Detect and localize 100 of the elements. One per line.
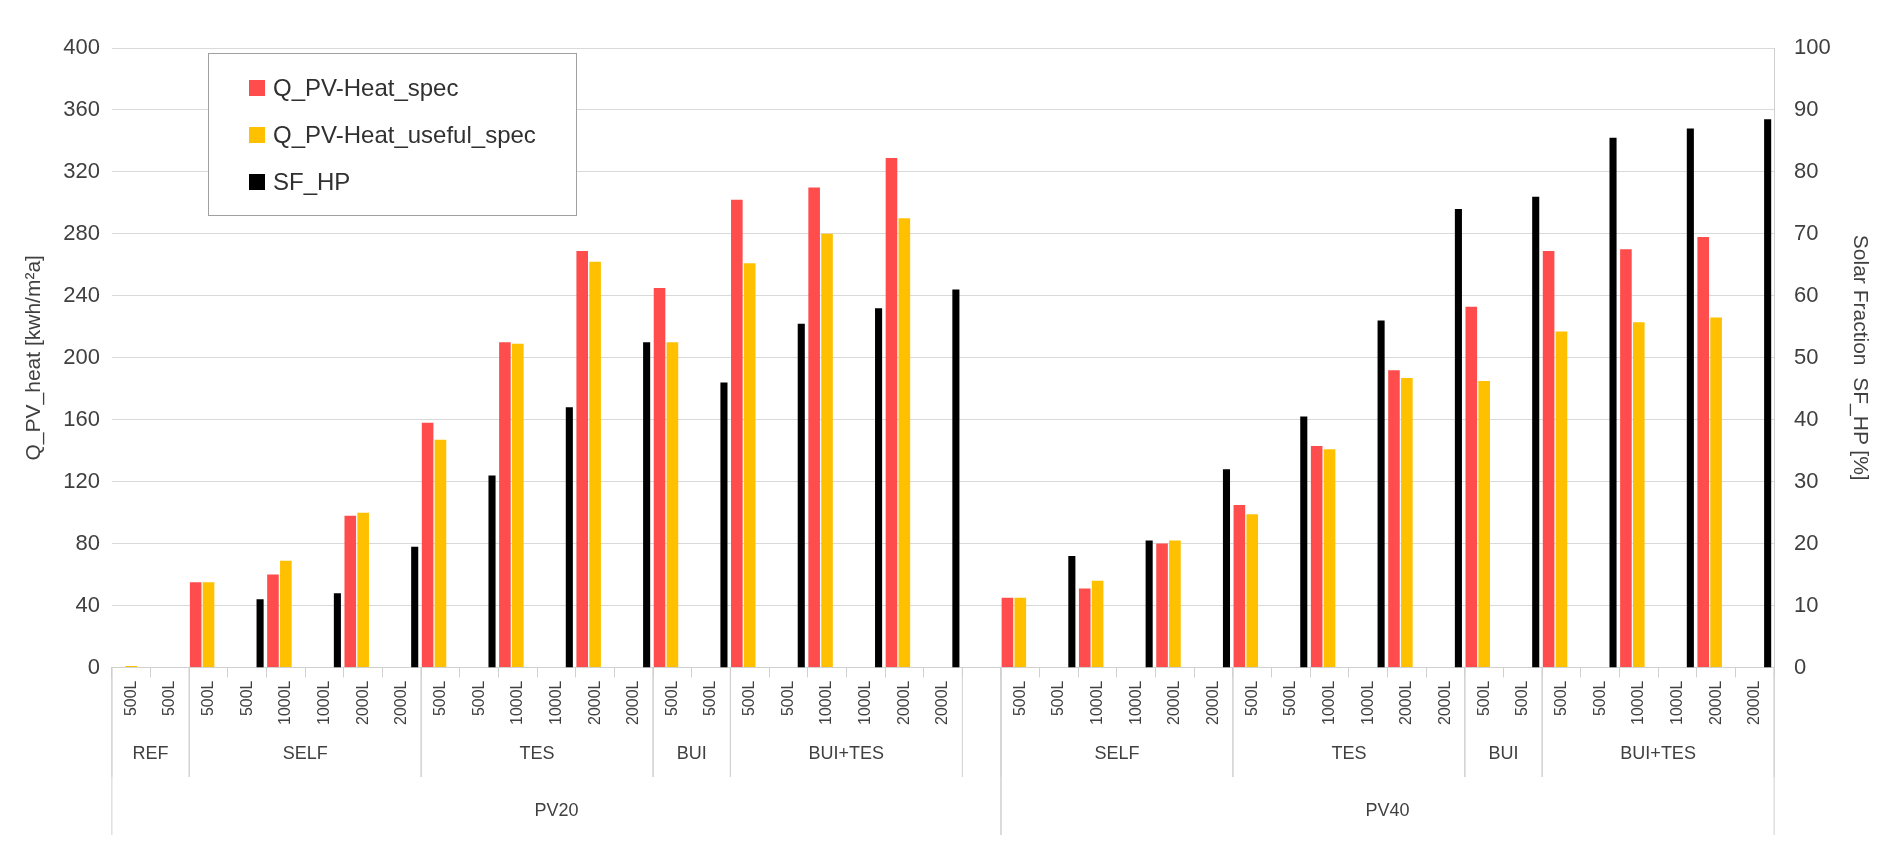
- bar: [1609, 137, 1617, 668]
- y2-tick-label: 90: [1794, 96, 1819, 122]
- x-tick-label: 2000L: [933, 680, 951, 726]
- text: TES: [1331, 742, 1367, 763]
- bar: [1388, 370, 1400, 668]
- bar: [1697, 236, 1710, 668]
- x-tick-label: 1000L: [1126, 680, 1144, 726]
- text: BUI: [676, 742, 707, 763]
- x-tick-label: 500L: [1281, 680, 1299, 717]
- x-tick-label: 500L: [1513, 680, 1531, 717]
- y-tick-label: 320: [63, 157, 100, 183]
- x-tick-label: 2000L: [353, 680, 371, 726]
- bar: [1323, 449, 1336, 668]
- bar: [797, 323, 805, 668]
- text: PV20: [534, 799, 579, 820]
- y2-tick-label: 100: [1794, 34, 1831, 60]
- bar: [267, 574, 279, 668]
- bar: [576, 250, 589, 668]
- x-tick-label: 500L: [740, 680, 758, 717]
- x-tick-label: 500L: [160, 680, 178, 717]
- text: REF: [132, 742, 169, 763]
- x-tick-label: 500L: [121, 680, 139, 717]
- bar: [1555, 331, 1568, 668]
- y2-tick-label: 30: [1794, 467, 1819, 493]
- x-tick-label: 500L: [198, 680, 216, 717]
- legend-label: Q_PV-Heat_spec: [273, 73, 459, 103]
- bar: [511, 343, 524, 668]
- bar: [1633, 322, 1645, 668]
- x-tick-label: 500L: [1474, 680, 1492, 717]
- x-tick-label: 2000L: [1435, 680, 1453, 726]
- y-tick-label: 0: [87, 653, 100, 679]
- bar: [565, 407, 573, 668]
- x-tick-label: 1000L: [508, 680, 526, 726]
- x-tick-label: 1000L: [1667, 680, 1685, 726]
- text: TES: [519, 742, 555, 763]
- y2-tick-label: 80: [1794, 157, 1819, 183]
- y2-tick-label: 40: [1794, 405, 1819, 431]
- x-tick-label: 500L: [237, 680, 255, 717]
- y-tick-label: 280: [63, 219, 100, 245]
- bar: [1233, 504, 1246, 668]
- bar: [202, 582, 215, 668]
- text: SELF: [1094, 742, 1140, 763]
- x-tick-label: 500L: [469, 680, 487, 717]
- bar: [1710, 317, 1722, 668]
- bar: [357, 512, 369, 668]
- bar: [1764, 119, 1772, 668]
- bar: [1169, 540, 1181, 668]
- y-tick-label: 200: [63, 343, 100, 369]
- bar: [666, 342, 679, 668]
- text: SELF: [282, 742, 328, 763]
- bar: [720, 382, 728, 668]
- bar: [499, 342, 511, 668]
- x-tick-label: 500L: [1242, 680, 1260, 717]
- y2-tick-label: 0: [1794, 653, 1807, 679]
- bar: [1454, 209, 1462, 668]
- bar: [731, 199, 743, 668]
- x-tick-label: 2000L: [392, 680, 410, 726]
- y-tick-label: 240: [63, 281, 100, 307]
- legend-label: SF_HP: [273, 167, 351, 197]
- y-tick-label: 40: [75, 591, 100, 617]
- text: PV40: [1365, 799, 1410, 820]
- bar: [344, 515, 357, 668]
- x-tick-label: 2000L: [585, 680, 603, 726]
- bar: [1091, 580, 1104, 668]
- y-tick-label: 80: [75, 529, 100, 555]
- bar: [898, 218, 911, 668]
- bar: [952, 289, 960, 668]
- bar: [488, 475, 496, 668]
- bar: [434, 439, 447, 668]
- x-tick-label: 1000L: [1358, 680, 1376, 726]
- x-tick-label: 500L: [778, 680, 796, 717]
- x-tick-label: 2000L: [894, 680, 912, 726]
- x-tick-label: 1000L: [314, 680, 332, 726]
- x-tick-label: 500L: [430, 680, 448, 717]
- x-tick-label: 1000L: [1629, 680, 1647, 726]
- x-tick-label: 2000L: [1165, 680, 1183, 726]
- x-tick-label: 1000L: [817, 680, 835, 726]
- x-tick-label: 500L: [1049, 680, 1067, 717]
- bar: [1145, 540, 1153, 668]
- bar: [1686, 128, 1694, 668]
- bar: [1478, 380, 1490, 668]
- bar: [821, 233, 833, 668]
- y2-tick-label: 20: [1794, 529, 1819, 555]
- x-tick-label: 1000L: [1088, 680, 1106, 726]
- x-tick-label: 2000L: [1706, 680, 1724, 726]
- y-tick-label: 160: [63, 405, 100, 431]
- x-tick-label: 1000L: [546, 680, 564, 726]
- bar: [421, 422, 434, 668]
- x-tick-label: 2000L: [624, 680, 642, 726]
- x-tick-label: 1000L: [276, 680, 294, 726]
- bar: [808, 187, 820, 668]
- y2-tick-label: 50: [1794, 343, 1819, 369]
- text: BUI+TES: [808, 742, 885, 763]
- bar: [333, 593, 341, 668]
- x-tick-label: 500L: [1010, 680, 1028, 717]
- bar: [1156, 543, 1168, 668]
- y2-axis-title: Solar Fraction SF_HP [%]: [1848, 234, 1873, 481]
- bar: [1014, 597, 1027, 668]
- bar: [743, 263, 756, 668]
- x-tick-label: 500L: [662, 680, 680, 717]
